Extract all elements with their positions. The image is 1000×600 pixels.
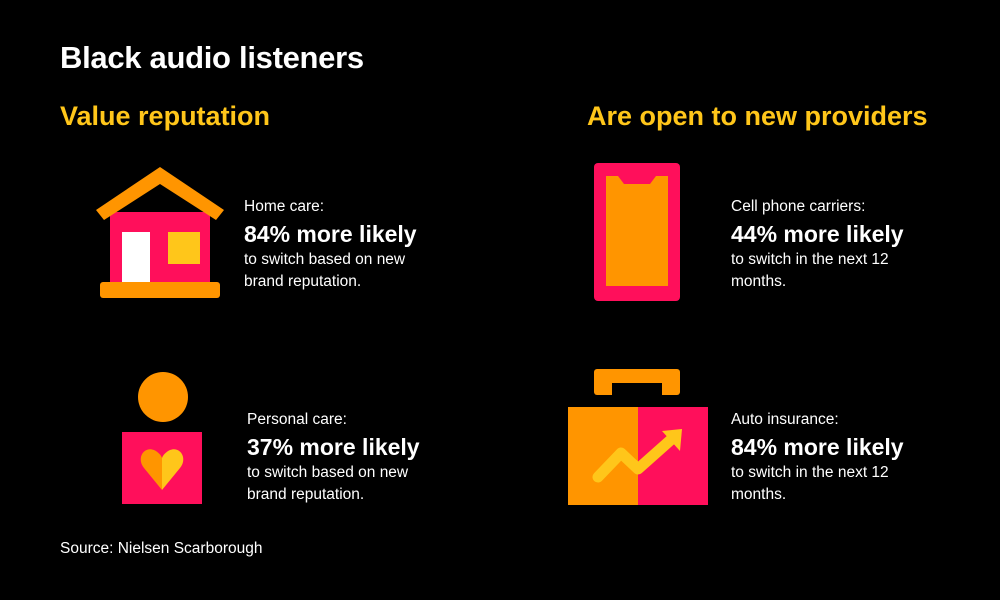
stat-desc: to switch based on new brand reputation. <box>247 462 467 506</box>
stat-home-care: Home care: 84% more likely to switch bas… <box>244 197 464 293</box>
stat-value: 84% more likely <box>731 434 904 460</box>
person-heart-icon <box>122 372 202 504</box>
stat-label: Auto insurance: <box>731 411 839 428</box>
page-title: Black audio listeners <box>60 40 364 75</box>
phone-icon <box>594 163 680 301</box>
stat-desc-line: months. <box>731 486 787 503</box>
stat-desc-line: to switch based on new <box>244 251 406 268</box>
stat-desc: to switch based on new brand reputation. <box>244 249 464 293</box>
stat-label: Personal care: <box>247 411 347 428</box>
stat-desc: to switch in the next 12 months. <box>731 249 951 293</box>
stat-desc-line: months. <box>731 273 787 290</box>
stat-desc: to switch in the next 12 months. <box>731 462 951 506</box>
house-icon <box>96 167 224 298</box>
briefcase-trend-icon <box>568 369 708 505</box>
stat-value: 44% more likely <box>731 221 904 247</box>
section-title-reputation: Value reputation <box>60 101 271 131</box>
section-title-providers: Are open to new providers <box>587 101 928 131</box>
stat-cell-phone: Cell phone carriers: 44% more likely to … <box>731 197 951 293</box>
stat-value: 84% more likely <box>244 221 417 247</box>
stat-desc-line: brand reputation. <box>244 273 362 290</box>
stat-label: Cell phone carriers: <box>731 198 866 215</box>
stat-label: Home care: <box>244 198 325 215</box>
stat-desc-line: to switch in the next 12 <box>731 464 889 481</box>
stat-value: 37% more likely <box>247 434 420 460</box>
stat-auto-insurance: Auto insurance: 84% more likely to switc… <box>731 410 951 506</box>
stat-desc-line: to switch in the next 12 <box>731 251 889 268</box>
stat-personal-care: Personal care: 37% more likely to switch… <box>247 410 467 506</box>
source-note: Source: Nielsen Scarborough <box>60 540 263 557</box>
stat-desc-line: to switch based on new <box>247 464 409 481</box>
stat-desc-line: brand reputation. <box>247 486 365 503</box>
